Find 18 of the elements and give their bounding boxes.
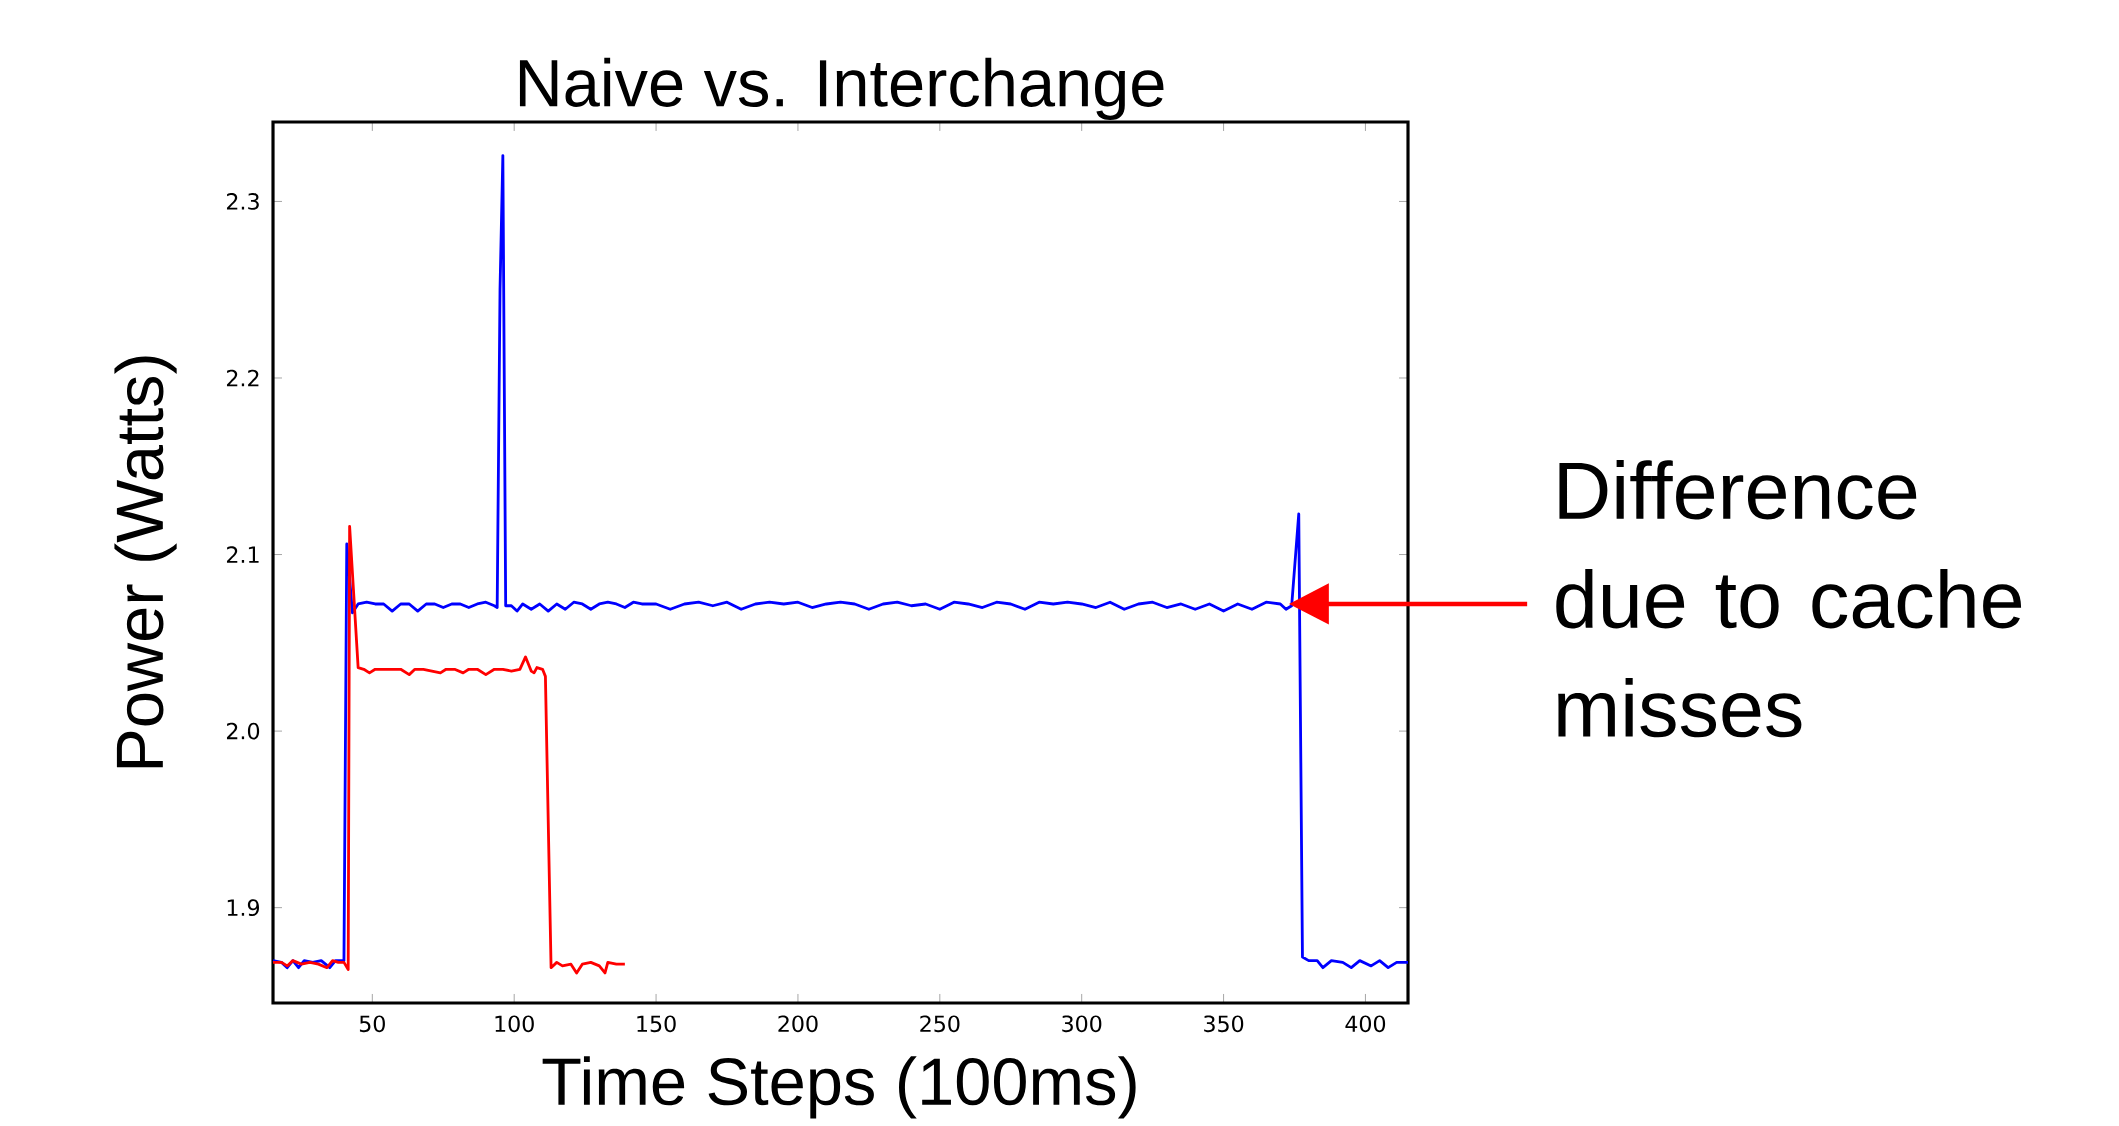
x-tick-label: 200 (778, 1015, 818, 1033)
text: Difference due to cache misses (1556, 460, 2022, 738)
y-tick-label: 2.3 (226, 193, 259, 210)
x-tick-label: 300 (1062, 1015, 1102, 1033)
x-tick-label: 50 (359, 1015, 385, 1033)
x-tick-label: 150 (637, 1015, 676, 1033)
x-tick-label: 400 (1345, 1015, 1386, 1033)
x-axis-title: Time Steps (100ms) (542, 1056, 1136, 1119)
x-tick-label: 100 (495, 1015, 534, 1033)
y-tick-label: 1.9 (227, 899, 260, 917)
y-tick-label: 2.2 (226, 369, 259, 387)
chart-title: Naive vs. Interchange (519, 57, 1164, 121)
x-tick-label: 250 (920, 1015, 960, 1033)
y-axis-title: Power (Watts) (114, 356, 177, 768)
line-series (271, 154, 1410, 970)
x-tick-label: 350 (1204, 1015, 1244, 1033)
y-tick-label: 2.0 (226, 722, 260, 740)
y-tick-label: 2.1 (226, 546, 259, 563)
